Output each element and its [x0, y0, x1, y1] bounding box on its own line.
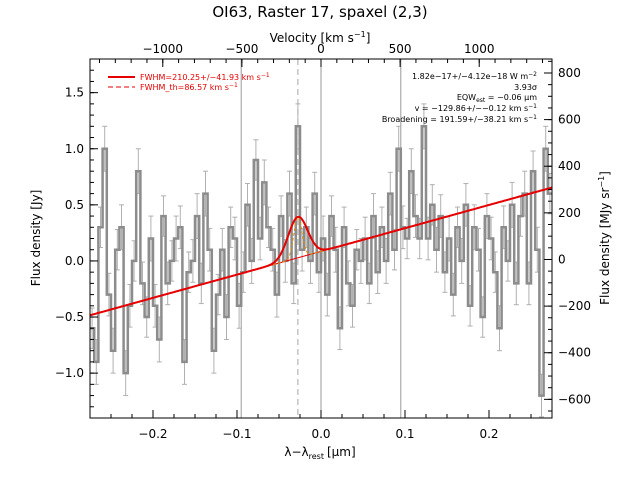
top-tick-label: 500 — [389, 42, 412, 56]
y-tick-label: −1.0 — [55, 366, 84, 380]
annotation-eqw-label: EQW — [457, 93, 476, 102]
annotation-broadening-sup: −1 — [528, 114, 537, 121]
top-tick-label: −1000 — [142, 42, 183, 56]
legend: FWHM=210.25+/−41.93 km s−1 FWHM_th=86.57… — [108, 72, 270, 92]
fit-annotations: 1.82e−17+/−4.12e−18 W m−2 3.93σ EQWest =… — [382, 71, 537, 124]
annotation-broadening-text: Broadening = 191.59+/−38.21 km s — [382, 115, 528, 124]
gaussian-fit-curve — [89, 186, 553, 317]
top-tick-label: 1000 — [464, 42, 495, 56]
right-tick-label: −400 — [558, 346, 591, 360]
legend-fwhm: FWHM=210.25+/−41.93 km s−1 — [140, 72, 270, 82]
legend-fwhm-sup: −1 — [261, 72, 270, 79]
x-axis-label-unit: [μm] — [327, 445, 356, 459]
top-tick-label: −500 — [225, 42, 258, 56]
right-tick-label: −200 — [558, 299, 591, 313]
x-tick-label: 0.1 — [395, 427, 414, 441]
top-tick-label: 0 — [317, 42, 325, 56]
right-tick-label: 0 — [558, 252, 566, 266]
right-tick-label: 800 — [558, 66, 581, 80]
right-tick-label: −600 — [558, 392, 591, 406]
y-tick-label: 0.5 — [65, 198, 84, 212]
legend-fwhm-th: FWHM_th=86.57 km s−1 — [140, 82, 238, 92]
y-tick-label: 0.0 — [65, 254, 84, 268]
legend-fwhm-th-sup: −1 — [229, 82, 238, 89]
x-axis-label-text: λ−λ — [284, 445, 308, 459]
legend-fwhm-text: FWHM=210.25+/−41.93 km s — [140, 73, 261, 82]
x-axis-label: λ−λrest [μm] — [284, 445, 355, 461]
right-y-axis-label-sup: −1 — [597, 176, 606, 188]
fit-curves — [89, 186, 553, 317]
top-axis-label-sup: −1 — [354, 30, 366, 39]
annotation-eqw: EQWest = −0.06 μm — [457, 93, 537, 104]
annotation-eqw-value: = −0.06 μm — [485, 93, 537, 102]
annotation-velocity-sup: −1 — [528, 103, 537, 110]
top-axis-label-text: Velocity [km s — [270, 31, 354, 45]
right-tick-label: 400 — [558, 159, 581, 173]
axis-ticks: −0.2 −0.1 0.0 0.1 0.2 −1.0 −0.5 0.0 0.5 1.0 1.5 −60… — [55, 42, 591, 441]
right-tick-label: 200 — [558, 206, 581, 220]
annotation-flux-sup: −2 — [528, 71, 537, 78]
y-tick-label: 1.5 — [65, 86, 84, 100]
chart-title: OI63, Raster 17, spaxel (2,3) — [212, 3, 427, 21]
y-tick-label: −0.5 — [55, 310, 84, 324]
annotation-velocity-text: v = −129.86+/−−0.12 km s — [415, 104, 529, 113]
annotation-eqw-sub: est — [476, 97, 486, 104]
x-tick-label: −0.2 — [138, 427, 167, 441]
annotation-flux: 1.82e−17+/−4.12e−18 W m−2 — [412, 71, 537, 81]
annotation-velocity: v = −129.86+/−−0.12 km s−1 — [415, 103, 538, 113]
annotation-broadening: Broadening = 191.59+/−38.21 km s−1 — [382, 114, 537, 124]
y-axis-label: Flux density [Jy] — [29, 190, 43, 287]
spectrum-line — [90, 125, 552, 397]
x-axis-label-sub: rest — [309, 452, 324, 461]
x-tick-label: 0.0 — [311, 427, 330, 441]
annotation-sigma: 3.93σ — [514, 83, 537, 92]
legend-fwhm-th-text: FWHM_th=86.57 km s — [140, 83, 229, 92]
right-tick-label: 600 — [558, 113, 581, 127]
annotation-flux-text: 1.82e−17+/−4.12e−18 W m — [412, 72, 528, 81]
x-tick-label: 0.2 — [479, 427, 498, 441]
y-tick-label: 1.0 — [65, 142, 84, 156]
top-axis-label: Velocity [km s−1] — [270, 30, 371, 45]
spectrum-series — [90, 125, 552, 397]
x-tick-label: −0.1 — [222, 427, 251, 441]
right-y-axis-label-text: Flux density [MJy sr — [598, 188, 612, 305]
top-axis-label-end: ] — [366, 31, 371, 45]
right-y-axis-label: Flux density [MJy sr−1] — [597, 171, 612, 305]
right-y-axis-label-end: ] — [598, 171, 612, 176]
